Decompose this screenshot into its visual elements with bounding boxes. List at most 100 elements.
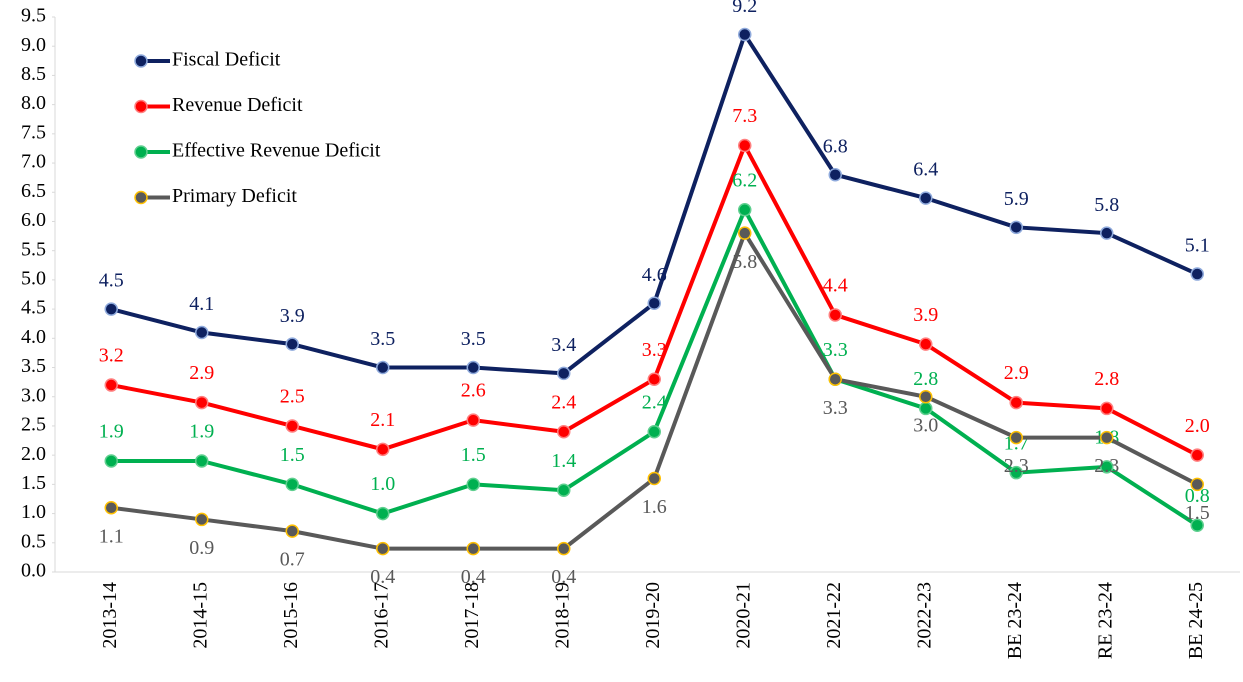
legend-label: Primary Deficit [172, 185, 297, 207]
x-tick-label: 2021-22 [823, 582, 845, 649]
data-label: 6.2 [732, 169, 757, 191]
y-tick-label: 0.5 [21, 530, 46, 552]
data-label: 1.5 [461, 444, 486, 466]
data-label: 3.5 [461, 328, 486, 350]
data-label: 2.4 [551, 391, 576, 413]
x-tick-label: 2014-15 [189, 582, 211, 649]
data-label: 7.3 [732, 105, 757, 127]
data-label: 9.2 [732, 0, 757, 17]
legend-label: Revenue Deficit [172, 94, 303, 116]
x-tick-label: 2019-20 [642, 582, 664, 649]
data-label: 5.9 [1004, 188, 1029, 210]
data-point [104, 302, 118, 316]
data-label: 6.4 [913, 159, 938, 181]
y-tick-label: 2.5 [21, 414, 46, 436]
data-point [647, 296, 661, 311]
data-label: 3.0 [913, 414, 938, 436]
data-label: 3.3 [823, 339, 848, 361]
data-label: 3.9 [280, 305, 305, 327]
data-point [466, 541, 480, 556]
data-point [1100, 430, 1114, 445]
data-label: 2.8 [1094, 368, 1119, 390]
data-point [1190, 448, 1204, 462]
data-label: 1.4 [551, 450, 576, 472]
data-label: 0.7 [280, 549, 305, 571]
data-point [738, 27, 752, 42]
data-label: 3.3 [642, 339, 667, 361]
data-point [828, 308, 842, 322]
y-tick-label: 2.0 [21, 443, 46, 465]
data-point [376, 541, 390, 556]
data-point [285, 419, 299, 433]
x-tick-label: 2017-18 [461, 582, 483, 649]
legend-label: Effective Revenue Deficit [172, 140, 381, 162]
data-label: 4.6 [642, 264, 667, 286]
data-label: 0.8 [1185, 485, 1210, 507]
data-label: 4.4 [823, 275, 848, 297]
data-label: 0.4 [461, 566, 486, 588]
data-point [195, 325, 209, 340]
data-point [376, 506, 390, 521]
data-label: 6.8 [823, 135, 848, 157]
data-label: 1.0 [370, 473, 395, 495]
data-point [376, 360, 390, 375]
data-point [557, 483, 571, 497]
x-tick-label: RE 23-24 [1094, 582, 1116, 659]
data-point [647, 425, 661, 439]
y-tick-label: 9.0 [21, 34, 46, 56]
data-label: 2.9 [189, 362, 214, 384]
y-tick-label: 4.5 [21, 297, 46, 319]
x-tick-label: 2015-16 [280, 582, 302, 649]
data-label: 3.5 [370, 328, 395, 350]
data-point [738, 138, 752, 153]
y-tick-label: 9.5 [21, 5, 46, 27]
data-label: 5.8 [1094, 194, 1119, 216]
data-point [738, 226, 752, 240]
data-point [285, 524, 299, 538]
data-point [1190, 518, 1204, 533]
y-tick-label: 1.5 [21, 472, 46, 494]
data-point [466, 360, 480, 375]
legend-marker [134, 99, 148, 114]
y-tick-label: 6.5 [21, 180, 46, 202]
data-point [919, 191, 933, 205]
legend-marker [134, 54, 148, 68]
data-label: 0.9 [189, 537, 214, 559]
x-tick-label: 2022-23 [913, 582, 935, 649]
data-point [919, 389, 933, 404]
data-point [557, 541, 571, 556]
y-tick-label: 5.0 [21, 267, 46, 289]
data-point [1100, 460, 1114, 474]
data-label: 1.9 [99, 421, 124, 443]
data-point [1100, 226, 1114, 240]
x-tick-label: BE 23-24 [1004, 582, 1026, 659]
data-label: 4.5 [99, 270, 124, 292]
data-label: 2.3 [1094, 455, 1119, 477]
data-point [1009, 465, 1023, 480]
data-label: 0.4 [370, 566, 395, 588]
y-tick-label: 1.0 [21, 501, 46, 523]
data-label: 1.5 [1185, 502, 1210, 524]
legend-label: Fiscal Deficit [172, 49, 281, 71]
data-label: 1.1 [99, 525, 124, 547]
data-label: 2.3 [1004, 455, 1029, 477]
y-tick-label: 8.5 [21, 63, 46, 85]
x-tick-label: 2013-14 [99, 582, 121, 649]
data-point [738, 203, 752, 217]
data-point [1190, 267, 1204, 281]
data-point [466, 413, 480, 427]
data-point [647, 372, 661, 386]
data-point [104, 378, 118, 392]
data-point [557, 366, 571, 381]
data-point [104, 500, 118, 515]
data-point [104, 454, 118, 468]
data-point [1009, 430, 1023, 445]
data-point [285, 477, 299, 492]
y-tick-label: 4.0 [21, 326, 46, 348]
data-label: 3.9 [913, 304, 938, 326]
data-label: 3.2 [99, 345, 124, 367]
data-label: 3.3 [823, 397, 848, 419]
data-label: 5.8 [732, 251, 757, 273]
data-label: 2.6 [461, 380, 486, 402]
data-point [1190, 477, 1204, 492]
